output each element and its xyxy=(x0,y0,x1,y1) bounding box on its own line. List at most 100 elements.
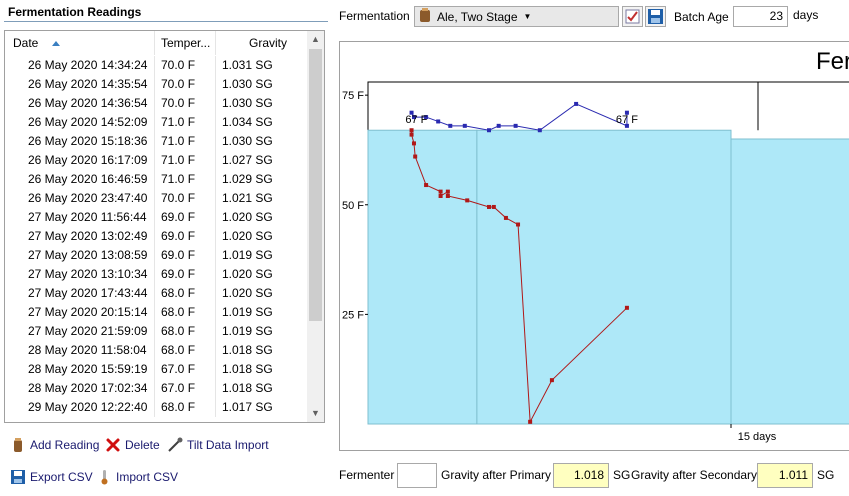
fermenter-icon xyxy=(419,7,431,26)
save-icon xyxy=(648,9,663,24)
add-reading-button[interactable]: Add Reading xyxy=(10,437,99,453)
table-row[interactable]: 28 May 2020 15:59:19 67.0 F 1.018 SG xyxy=(5,360,305,379)
cell-temperature: 71.0 F xyxy=(155,113,216,132)
edit-check-icon xyxy=(625,9,640,24)
thermometer-icon xyxy=(96,469,112,485)
gravity-secondary-label: Gravity after Secondary xyxy=(631,468,758,482)
cell-date: 26 May 2020 14:34:24 xyxy=(5,56,155,75)
cell-gravity: 1.029 SG xyxy=(222,172,273,186)
stage-bar-1 xyxy=(476,129,732,425)
cell-temperature: 70.0 F xyxy=(155,56,216,75)
cell-date: 28 May 2020 11:58:04 xyxy=(5,341,155,360)
cell-temperature: 69.0 F xyxy=(155,246,216,265)
column-header-gravity[interactable]: Gravity xyxy=(249,36,288,50)
series-point-0 xyxy=(448,123,453,128)
cell-gravity: 1.030 SG xyxy=(222,134,273,148)
fermentation-chart: Fer 75 F 50 F 25 F 15 days 67 F 67 F xyxy=(339,41,849,451)
table-row[interactable]: 27 May 2020 13:08:59 69.0 F 1.019 SG xyxy=(5,246,305,265)
cell-gravity: 1.020 SG xyxy=(222,210,273,224)
series-point-1 xyxy=(465,198,470,203)
series-point-0 xyxy=(496,123,501,128)
cell-date: 27 May 2020 13:10:34 xyxy=(5,265,155,284)
temp-annotation: 67 F xyxy=(616,114,638,126)
series-point-1 xyxy=(438,194,443,198)
table-row[interactable]: 27 May 2020 11:56:44 69.0 F 1.020 SG xyxy=(5,208,305,227)
cell-gravity: 1.019 SG xyxy=(222,248,273,262)
cell-date: 26 May 2020 23:47:40 xyxy=(5,189,155,208)
cell-date: 27 May 2020 13:08:59 xyxy=(5,246,155,265)
table-row[interactable]: 28 May 2020 17:02:34 67.0 F 1.018 SG xyxy=(5,379,305,398)
cell-temperature: 69.0 F xyxy=(155,265,216,284)
cell-temperature: 71.0 F xyxy=(155,151,216,170)
batch-age-input[interactable]: 23 xyxy=(733,6,788,27)
add-reading-label: Add Reading xyxy=(30,438,100,452)
tilt-import-label: Tilt Data Import xyxy=(187,438,269,452)
table-row[interactable]: 27 May 2020 13:10:34 69.0 F 1.020 SG xyxy=(5,265,305,284)
series-point-1 xyxy=(413,154,418,159)
column-header-temperature[interactable]: Temper... xyxy=(155,31,216,55)
cell-gravity: 1.019 SG xyxy=(222,305,273,319)
table-row[interactable]: 26 May 2020 14:35:54 70.0 F 1.030 SG xyxy=(5,75,305,94)
cell-date: 27 May 2020 20:15:14 xyxy=(5,303,155,322)
y-tick-label: 25 F xyxy=(342,309,364,321)
edit-fermentation-button[interactable] xyxy=(622,6,643,27)
export-csv-button[interactable]: Export CSV xyxy=(10,469,93,485)
cell-date: 27 May 2020 13:02:49 xyxy=(5,227,155,246)
cell-gravity: 1.030 SG xyxy=(222,96,273,110)
series-point-0 xyxy=(462,123,467,128)
table-row[interactable]: 26 May 2020 16:46:59 71.0 F 1.029 SG xyxy=(5,170,305,189)
cell-temperature: 67.0 F xyxy=(155,379,216,398)
scroll-thumb[interactable] xyxy=(309,49,322,321)
readings-list[interactable]: Date Temper... Gravity 26 May 2020 14:34… xyxy=(4,30,325,423)
table-row[interactable]: 26 May 2020 14:52:09 71.0 F 1.034 SG xyxy=(5,113,305,132)
table-row[interactable]: 27 May 2020 13:02:49 69.0 F 1.020 SG xyxy=(5,227,305,246)
scroll-down-icon[interactable]: ▼ xyxy=(311,408,320,418)
table-row[interactable]: 28 May 2020 11:58:04 68.0 F 1.018 SG xyxy=(5,341,305,360)
save-fermentation-button[interactable] xyxy=(645,6,666,27)
table-row[interactable]: 27 May 2020 17:43:44 68.0 F 1.020 SG xyxy=(5,284,305,303)
table-row[interactable]: 26 May 2020 16:17:09 71.0 F 1.027 SG xyxy=(5,151,305,170)
fermentation-label: Fermentation xyxy=(339,9,410,23)
table-row[interactable]: 26 May 2020 15:18:36 71.0 F 1.030 SG xyxy=(5,132,305,151)
panel-title: Fermentation Readings xyxy=(4,2,328,22)
series-point-1 xyxy=(409,128,414,133)
tilt-import-button[interactable]: Tilt Data Import xyxy=(167,437,269,453)
table-row[interactable]: 27 May 2020 21:59:09 68.0 F 1.019 SG xyxy=(5,322,305,341)
table-row[interactable]: 26 May 2020 14:36:54 70.0 F 1.030 SG xyxy=(5,94,305,113)
column-header-date[interactable]: Date xyxy=(5,31,155,55)
gravity-secondary-input[interactable]: 1.011 xyxy=(757,463,813,488)
list-rows: 26 May 2020 14:34:24 70.0 F 1.031 SG 26 May… xyxy=(5,56,305,417)
series-point-1 xyxy=(438,189,443,194)
series-point-0 xyxy=(513,123,518,128)
table-row[interactable]: 29 May 2020 12:22:40 68.0 F 1.017 SG xyxy=(5,398,305,417)
import-csv-button[interactable]: Import CSV xyxy=(96,469,178,485)
cell-date: 26 May 2020 16:17:09 xyxy=(5,151,155,170)
series-point-1 xyxy=(549,378,554,383)
series-point-0 xyxy=(624,110,629,115)
series-point-1 xyxy=(491,204,496,209)
series-point-1 xyxy=(411,141,416,146)
sort-ascending-icon xyxy=(52,41,61,47)
scroll-up-icon[interactable]: ▲ xyxy=(311,34,320,44)
cell-date: 29 May 2020 12:22:40 xyxy=(5,398,155,417)
table-row[interactable]: 26 May 2020 23:47:40 70.0 F 1.021 SG xyxy=(5,189,305,208)
cell-gravity: 1.020 SG xyxy=(222,286,273,300)
hydrometer-icon xyxy=(167,437,183,453)
stage-bar-0 xyxy=(367,129,478,425)
fermenter-input[interactable] xyxy=(397,463,437,488)
gravity-primary-input[interactable]: 1.018 xyxy=(553,463,609,488)
table-row[interactable]: 27 May 2020 20:15:14 68.0 F 1.019 SG xyxy=(5,303,305,322)
table-row[interactable]: 26 May 2020 14:34:24 70.0 F 1.031 SG xyxy=(5,56,305,75)
series-point-1 xyxy=(487,204,491,209)
cell-gravity: 1.018 SG xyxy=(222,381,273,395)
fermentation-select[interactable]: Ale, Two Stage ▼ xyxy=(414,6,619,27)
cell-temperature: 71.0 F xyxy=(155,132,216,151)
cell-date: 26 May 2020 15:18:36 xyxy=(5,132,155,151)
list-scrollbar[interactable]: ▲ ▼ xyxy=(307,31,324,422)
series-point-1 xyxy=(409,132,414,137)
fermentation-select-value: Ale, Two Stage xyxy=(437,9,518,24)
delete-button[interactable]: Delete xyxy=(105,437,160,453)
cell-gravity: 1.020 SG xyxy=(222,267,273,281)
series-point-1 xyxy=(445,194,450,198)
batch-age-label: Batch Age xyxy=(674,10,729,24)
